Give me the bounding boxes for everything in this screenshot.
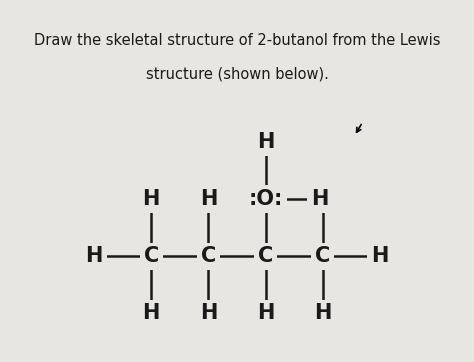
- Text: structure (shown below).: structure (shown below).: [146, 67, 328, 81]
- Text: :O:: :O:: [248, 189, 283, 209]
- Text: H: H: [371, 246, 389, 266]
- Text: H: H: [200, 189, 217, 209]
- Text: H: H: [143, 189, 160, 209]
- Text: H: H: [85, 246, 103, 266]
- Text: H: H: [257, 132, 274, 152]
- Text: H: H: [314, 189, 331, 209]
- Text: C: C: [258, 246, 273, 266]
- Text: C: C: [201, 246, 216, 266]
- Text: Draw the skeletal structure of 2-butanol from the Lewis: Draw the skeletal structure of 2-butanol…: [34, 33, 440, 48]
- Text: H: H: [314, 303, 331, 323]
- Text: C: C: [144, 246, 159, 266]
- Text: H: H: [311, 189, 328, 209]
- Text: H: H: [257, 303, 274, 323]
- Text: C: C: [315, 246, 330, 266]
- Text: H: H: [143, 303, 160, 323]
- Text: H: H: [200, 303, 217, 323]
